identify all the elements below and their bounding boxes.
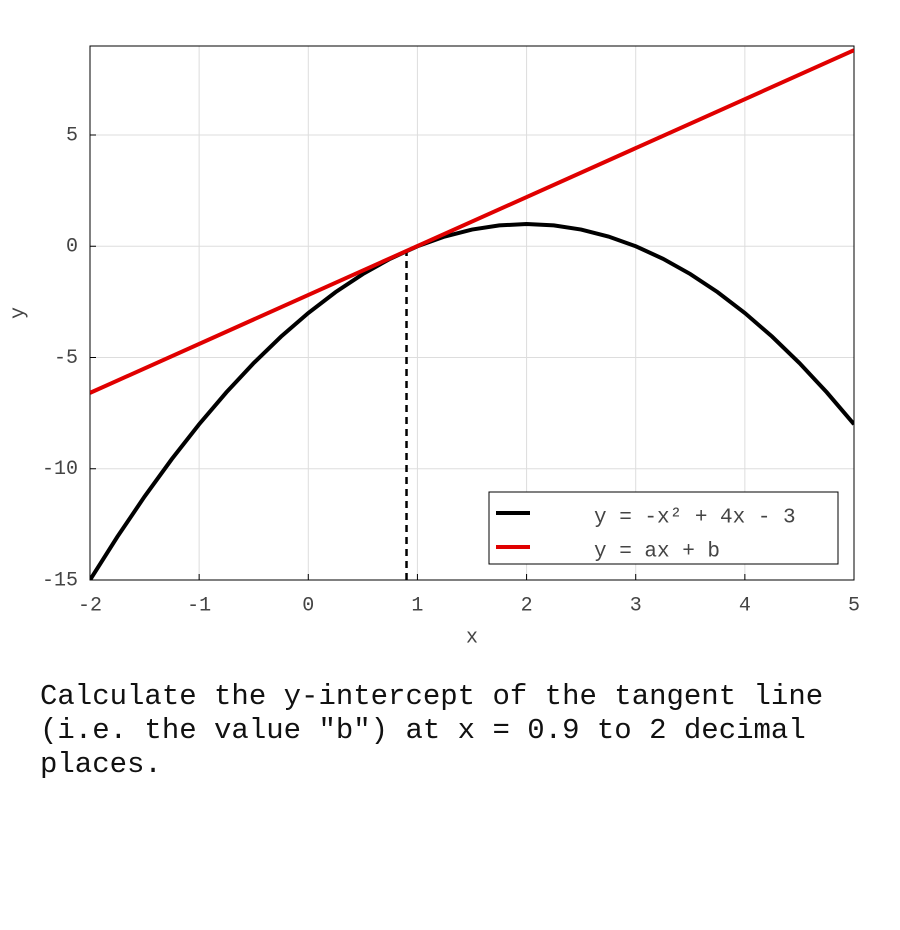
x-tick-label: 3: [630, 594, 642, 617]
legend-box: [488, 491, 839, 565]
x-tick-label: 0: [302, 594, 314, 617]
question: Calculate the y-intercept of the tangent…: [40, 680, 824, 781]
x-tick-label: -1: [187, 594, 211, 617]
legend-label: y = -x² + 4x - 3: [594, 507, 796, 530]
series-line: [90, 48, 854, 395]
plot-frame: [89, 45, 855, 581]
legend-label: y = ax + b: [594, 541, 720, 564]
x-tick-label: 2: [521, 594, 533, 617]
x-tick-label: -2: [78, 594, 102, 617]
series-line: [90, 221, 854, 580]
y-tick-label: -10: [42, 458, 78, 481]
x-axis-label: x: [466, 626, 478, 649]
y-tick-label: -5: [54, 347, 78, 370]
y-tick-label: 5: [66, 124, 78, 147]
y-axis-label: y: [7, 307, 30, 319]
y-tick-label: 0: [66, 236, 78, 259]
x-tick-label: 1: [411, 594, 423, 617]
x-tick-label: 5: [848, 594, 860, 617]
x-tick-label: 4: [739, 594, 751, 617]
y-tick-label: -15: [42, 569, 78, 592]
